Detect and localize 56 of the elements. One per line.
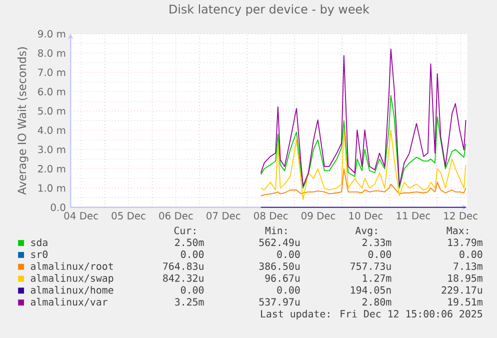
text: 229.17u [442, 286, 482, 294]
x-tick-label: 07 Dec [206, 212, 240, 220]
chart-title: Disk latency per device - by week [170, 4, 370, 16]
y-tick-label: 6.0 m [38, 88, 66, 96]
x-tick-label: 04 Dec [64, 212, 98, 220]
text: 0.00 [181, 250, 204, 258]
y-tick-label: 1.0 m [38, 184, 66, 192]
text: Max: [446, 226, 468, 234]
text: 562.49u [259, 238, 300, 246]
text: 842.32u [163, 274, 204, 282]
text: 0.00 [460, 250, 482, 258]
text: 19.51m [448, 298, 482, 306]
y-tick-label: 0.0 [50, 203, 66, 211]
x-tick-label: 09 Dec [301, 212, 336, 220]
y-tick-label: 2.0 m [38, 164, 66, 172]
text: 2.50m [175, 238, 204, 246]
text: 1.27m [362, 274, 392, 282]
text: 0.00 [368, 250, 391, 258]
legend-label: almalinux/root [30, 262, 113, 271]
text: 7.13m [454, 262, 482, 270]
text: 764.83u [163, 262, 204, 270]
y-tick-label: 9.0 m [38, 30, 66, 38]
legend-label: almalinux/swap [30, 274, 114, 284]
x-tick-label: 11 Dec [396, 212, 430, 220]
y-tick-label: 4.0 m [38, 126, 66, 134]
x-tick-label: 06 Dec [159, 212, 193, 220]
text: Min: [265, 226, 286, 234]
x-tick-label: 08 Dec [254, 212, 288, 220]
y-tick-label: 7.0 m [38, 68, 66, 76]
text: 3.25m [175, 298, 204, 306]
x-tick-label: 10 Dec [349, 212, 383, 220]
text: 757.73u [350, 262, 391, 270]
text: 18.95m [448, 274, 482, 282]
text: 537.97u [259, 298, 300, 306]
y-axis-title: Average IO Wait (seconds) [17, 47, 28, 195]
text: 2.80m [362, 298, 392, 306]
x-tick-label: 05 Dec [112, 212, 146, 220]
text: 0.00 [181, 286, 204, 294]
text: 2.33m [362, 238, 392, 246]
legend-label: almalinux/var [30, 298, 108, 306]
legend-label: sda [31, 238, 48, 246]
y-tick-label: 8.0 m [38, 49, 66, 57]
y-tick-label: 3.0 m [38, 146, 66, 154]
text: 194.05n [351, 286, 391, 294]
legend-label: sr0 [31, 250, 48, 258]
text: 96.67u [265, 274, 300, 282]
legend-label: almalinux/home [30, 286, 114, 294]
text: Avg: [355, 226, 377, 236]
text: 13.79m [448, 238, 482, 246]
text: Cur: [174, 226, 196, 234]
y-tick-label: 5.0 m [38, 107, 66, 115]
text: 386.50u [259, 262, 300, 270]
text: 0.00 [277, 250, 300, 258]
text: 0.00 [277, 286, 300, 294]
x-tick-label: 12 Dec [444, 212, 478, 220]
text: Last update: Fri Dec 12 15:00:06 2025 [261, 310, 482, 320]
